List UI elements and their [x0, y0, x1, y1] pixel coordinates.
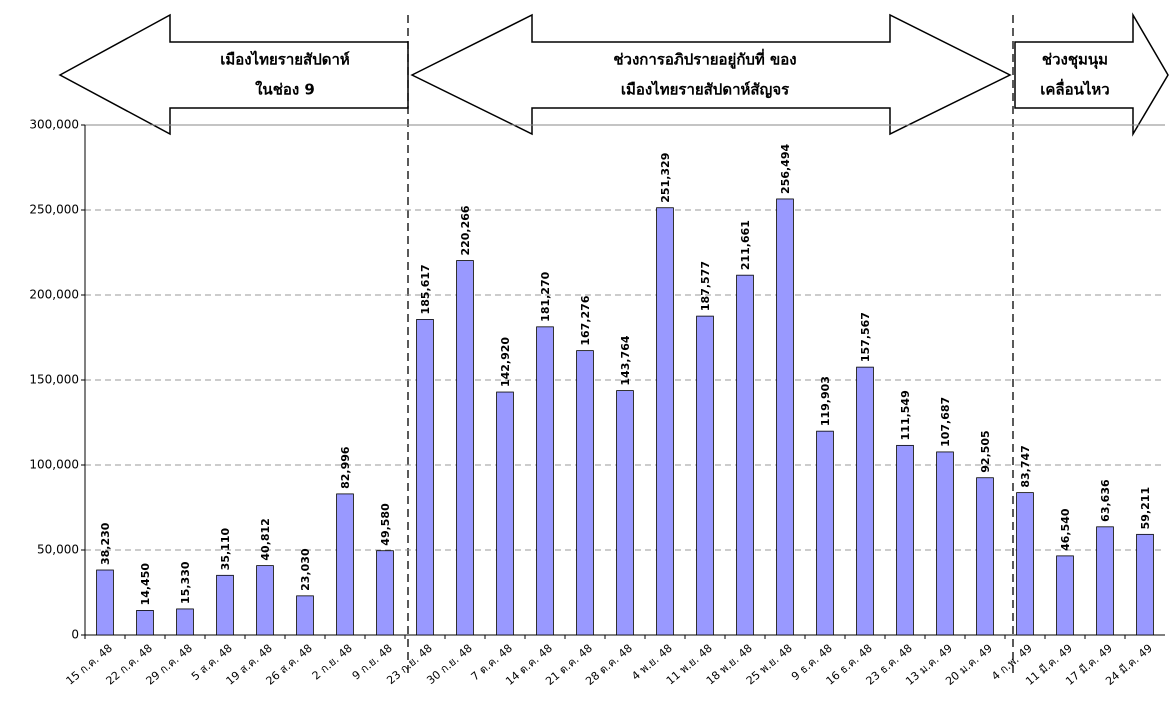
- value-label: 40,812: [259, 518, 272, 560]
- value-label: 59,211: [1139, 487, 1152, 529]
- y-tick-label: 250,000: [29, 203, 79, 217]
- y-tick-label: 0: [71, 628, 79, 642]
- value-label: 157,567: [859, 312, 872, 362]
- bar: [696, 315, 714, 636]
- value-label: 83,747: [1019, 445, 1032, 487]
- value-label: 187,577: [699, 261, 712, 311]
- value-label: 107,687: [939, 397, 952, 447]
- bar: [456, 260, 474, 636]
- annotation: เคลื่อนไหว: [1040, 79, 1109, 99]
- bar: [336, 493, 354, 636]
- value-label: 167,276: [579, 295, 592, 345]
- bar: [256, 565, 274, 636]
- value-label: 119,903: [819, 376, 832, 426]
- value-label: 256,494: [779, 144, 792, 194]
- value-label: 35,110: [219, 528, 232, 571]
- annotation: ในช่อง 9: [255, 81, 315, 99]
- value-label: 49,580: [379, 503, 392, 546]
- bar: [936, 451, 954, 636]
- value-label: 251,329: [659, 153, 672, 203]
- value-label: 46,540: [1059, 508, 1072, 551]
- arrow: [410, 13, 1012, 136]
- value-label: 63,636: [1099, 479, 1112, 522]
- bar: [616, 390, 634, 636]
- annotation: ช่วงการอภิปรายอยู่กับที่ ของ: [613, 49, 796, 70]
- annotation: ช่วงชุมนุม: [1042, 51, 1108, 70]
- bar: [856, 366, 874, 636]
- value-label: 14,450: [139, 563, 152, 606]
- bar: [816, 430, 834, 636]
- bar: [496, 391, 514, 636]
- bar: [176, 608, 194, 636]
- bar: [216, 574, 234, 636]
- bar: [776, 198, 794, 636]
- bar: [1016, 492, 1034, 636]
- value-label: 111,549: [899, 390, 912, 440]
- value-label: 15,330: [179, 561, 192, 604]
- arrow: [58, 13, 409, 136]
- bar: [536, 326, 554, 636]
- bar: [1056, 555, 1074, 636]
- value-label: 23,030: [299, 548, 312, 591]
- y-tick-label: 200,000: [29, 288, 79, 302]
- bar: [656, 207, 674, 636]
- value-label: 92,505: [979, 430, 992, 472]
- bar: [376, 550, 394, 636]
- annotation: เมืองไทยรายสัปดาห์: [220, 50, 350, 69]
- value-label: 82,996: [339, 446, 352, 489]
- bar: [96, 569, 114, 636]
- bar: [976, 477, 994, 636]
- bar: [896, 444, 914, 636]
- bar: [1136, 533, 1154, 636]
- value-label: 142,920: [499, 337, 512, 387]
- y-tick-label: 300,000: [29, 118, 79, 132]
- value-label: 185,617: [419, 264, 432, 314]
- arrow: [1014, 12, 1169, 137]
- bar: [1096, 526, 1114, 636]
- y-tick-label: 50,000: [37, 543, 79, 557]
- value-label: 211,661: [739, 220, 752, 270]
- annotation: เมืองไทยรายสัปดาห์สัญจร: [621, 80, 790, 99]
- value-label: 143,764: [619, 335, 632, 385]
- value-label: 220,266: [459, 205, 472, 255]
- x-tick-label: 2 ก.ย. 48: [310, 642, 355, 683]
- value-label: 181,270: [539, 271, 552, 321]
- bar: [576, 350, 594, 636]
- bar: [416, 319, 434, 636]
- bar: [296, 595, 314, 636]
- value-label: 38,230: [99, 522, 112, 565]
- bar: [136, 610, 154, 636]
- y-tick-label: 150,000: [29, 373, 79, 387]
- bar: [736, 274, 754, 636]
- y-tick-label: 100,000: [29, 458, 79, 472]
